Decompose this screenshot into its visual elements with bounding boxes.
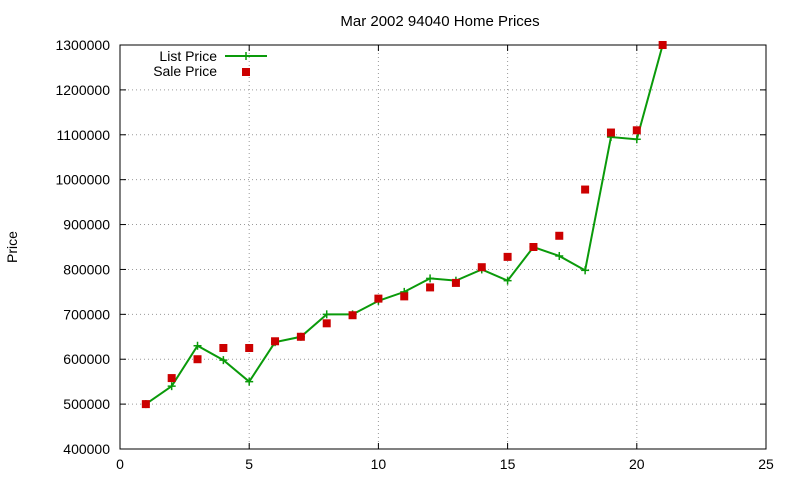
legend-marker-list-price xyxy=(242,52,250,60)
y-tick-label: 400000 xyxy=(63,441,110,457)
sale-price-point xyxy=(555,231,564,240)
y-tick-label: 1000000 xyxy=(55,172,110,188)
y-tick-label: 700000 xyxy=(63,306,110,322)
sale-price-point xyxy=(400,292,409,301)
y-tick-label: 1300000 xyxy=(55,37,110,53)
list-price-point xyxy=(555,251,564,260)
sale-price-point xyxy=(581,185,590,194)
sale-price-point xyxy=(477,263,486,272)
sale-price-point xyxy=(632,126,641,135)
sale-price-point xyxy=(503,252,512,261)
x-tick-label: 10 xyxy=(371,456,387,472)
legend-marker-sale-price xyxy=(242,68,250,76)
sale-price-point xyxy=(322,319,331,328)
y-tick-label: 800000 xyxy=(63,261,110,277)
legend-label-list-price: List Price xyxy=(159,48,217,64)
list-price-point xyxy=(322,310,331,319)
sale-price-point xyxy=(374,294,383,303)
y-tick-label: 1100000 xyxy=(57,127,111,143)
x-tick-label: 5 xyxy=(245,456,253,472)
axes: 0 5 10 15 20 25 400000 500000 600000 700000 800000… xyxy=(55,37,774,472)
series-sale-price xyxy=(141,41,667,409)
list-price-point xyxy=(245,377,254,386)
y-tick-label: 500000 xyxy=(63,396,110,412)
y-tick-label: 600000 xyxy=(63,351,110,367)
chart-title: Mar 2002 94040 Home Prices xyxy=(340,13,539,30)
list-price-point xyxy=(581,266,590,275)
grid xyxy=(120,45,766,449)
sale-price-point xyxy=(167,374,176,383)
y-tick-label: 900000 xyxy=(63,217,110,233)
y-tick-label: 1200000 xyxy=(55,82,110,98)
x-tick-label: 0 xyxy=(116,456,124,472)
sale-price-point xyxy=(658,41,667,49)
list-price-point xyxy=(193,341,202,350)
x-tick-label: 15 xyxy=(500,456,516,472)
x-tick-label: 20 xyxy=(629,456,645,472)
sale-price-point xyxy=(348,311,357,320)
list-price-point xyxy=(503,276,512,285)
series xyxy=(141,41,667,409)
sale-price-point xyxy=(245,344,254,352)
y-axis-label: Price xyxy=(4,231,20,263)
list-price-point xyxy=(167,382,176,391)
sale-price-point xyxy=(193,355,202,364)
sale-price-point xyxy=(529,243,538,251)
sale-price-point xyxy=(271,337,280,346)
list-price-point xyxy=(632,135,641,144)
sale-price-point xyxy=(426,283,435,292)
sale-price-point xyxy=(296,332,305,341)
x-tick-label: 25 xyxy=(758,456,774,472)
sale-price-point xyxy=(141,400,150,409)
sale-price-point xyxy=(606,128,615,137)
sale-price-point xyxy=(451,278,460,287)
legend-label-sale-price: Sale Price xyxy=(153,63,217,79)
plot-border xyxy=(119,44,767,450)
sale-price-point xyxy=(219,344,228,352)
legend: List Price Sale Price xyxy=(153,48,267,79)
list-price-point xyxy=(426,274,435,283)
list-price-point xyxy=(219,356,228,365)
